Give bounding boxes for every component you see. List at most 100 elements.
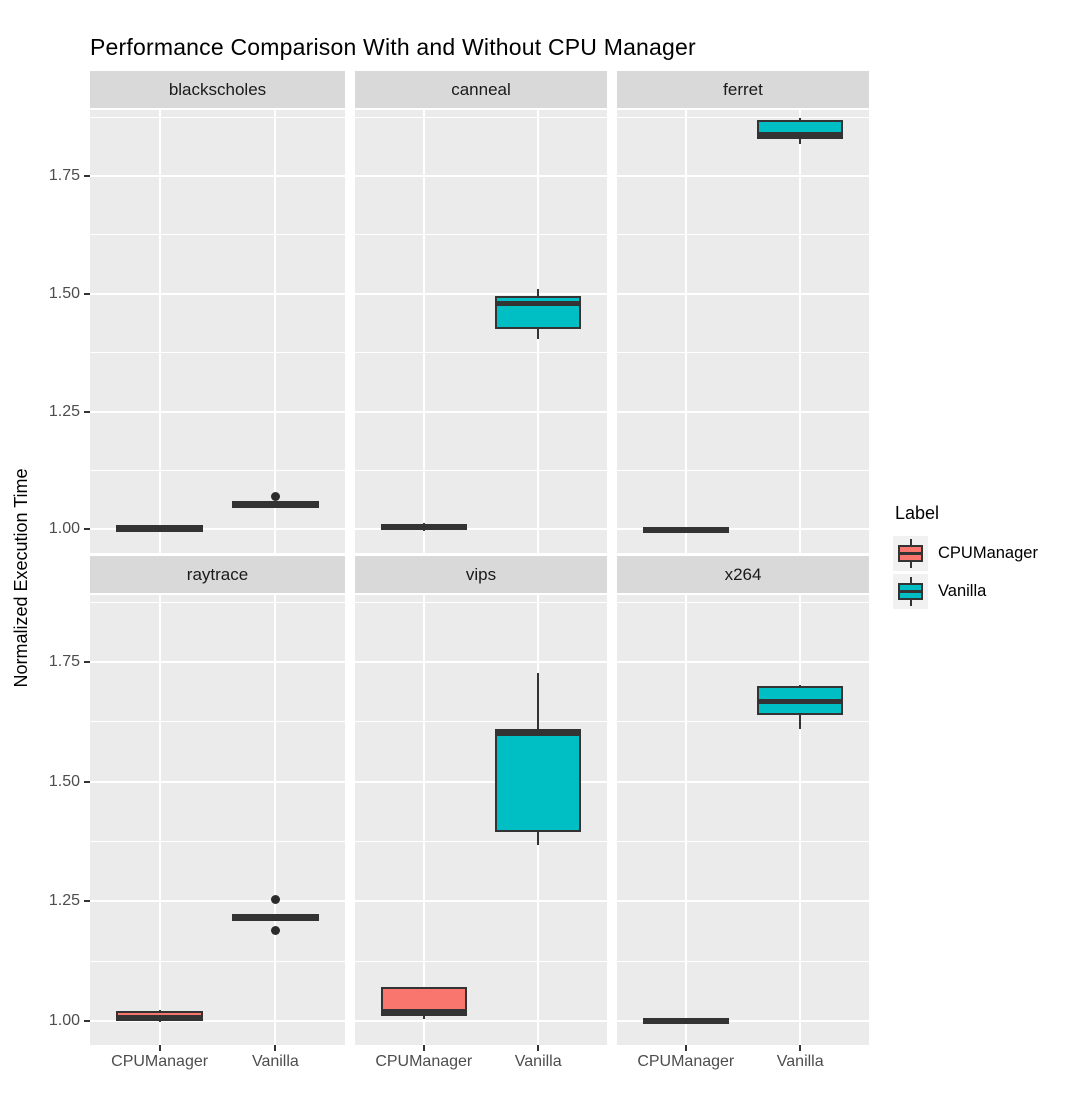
upper-whisker — [537, 672, 540, 730]
y-tick-label: 1.50 — [48, 284, 80, 302]
gridline-major — [617, 292, 869, 295]
upper-whisker — [422, 522, 425, 524]
x-tick-label-Vanilla: Vanilla — [776, 1053, 824, 1070]
outlier-point — [270, 894, 280, 904]
gridline-category-CPUManager — [422, 110, 425, 553]
x-tick-label-Vanilla: Vanilla — [514, 1053, 562, 1070]
gridline-major — [617, 174, 869, 177]
y-tick-mark — [84, 410, 90, 413]
x-tick-mark — [799, 1045, 802, 1051]
legend: Label CPUManager Vanilla — [893, 503, 1078, 612]
facet-strip-ferret: ferret — [617, 71, 869, 108]
median-line — [495, 301, 582, 307]
gridline-minor — [617, 841, 869, 843]
facet-panel-blackscholes — [90, 110, 345, 553]
legend-entry-cpumanager: CPUManager — [893, 536, 1078, 571]
gridline-minor — [355, 352, 607, 354]
gridline-category-CPUManager — [422, 595, 425, 1045]
gridline-major — [90, 661, 345, 664]
upper-whisker — [799, 685, 802, 687]
key-box — [898, 583, 923, 600]
upper-whisker — [158, 1009, 161, 1011]
median-line — [757, 699, 844, 705]
gridline-major — [90, 780, 345, 783]
gridline-minor — [90, 960, 345, 962]
lower-whisker — [537, 329, 540, 340]
gridline-major — [355, 1020, 607, 1023]
gridline-major — [90, 174, 345, 177]
y-tick-label: 1.25 — [48, 892, 80, 910]
gridline-category-Vanilla — [274, 595, 277, 1045]
gridline-major — [90, 1020, 345, 1023]
gridline-major — [355, 661, 607, 664]
facet-panel-canneal — [355, 110, 607, 553]
facet-panel-raytrace — [90, 595, 345, 1045]
gridline-minor — [90, 601, 345, 603]
gridline-category-Vanilla — [274, 110, 277, 553]
gridline-minor — [355, 234, 607, 236]
y-tick-label: 1.50 — [48, 772, 80, 790]
x-tick-mark — [537, 1045, 540, 1051]
key-median-line — [900, 552, 921, 555]
gridline-minor — [355, 116, 607, 118]
y-tick-mark — [84, 528, 90, 531]
gridline-major — [617, 900, 869, 903]
y-tick-mark — [84, 1020, 90, 1023]
gridline-minor — [617, 721, 869, 723]
facet-panel-vips — [355, 595, 607, 1045]
box-Vanilla — [495, 729, 582, 833]
y-axis-title: Normalized Execution Time — [11, 468, 31, 688]
gridline-minor — [355, 841, 607, 843]
gridline-minor — [355, 601, 607, 603]
y-tick-label: 1.00 — [48, 520, 80, 538]
boxplot-key-icon — [893, 574, 928, 609]
median-line — [116, 1014, 204, 1020]
gridline-category-CPUManager — [158, 110, 161, 553]
x-tick-label-Vanilla: Vanilla — [251, 1053, 299, 1070]
y-tick-label: 1.00 — [48, 1012, 80, 1030]
chart-title: Performance Comparison With and Without … — [90, 34, 696, 60]
y-tick-mark — [84, 174, 90, 177]
facet-strip-canneal: canneal — [355, 71, 607, 108]
x-tick-mark — [684, 1045, 687, 1051]
median-line — [380, 523, 467, 529]
facet-strip-blackscholes: blackscholes — [90, 71, 345, 108]
lower-whisker — [799, 139, 802, 144]
key-box — [898, 545, 923, 562]
gridline-major — [617, 1020, 869, 1023]
gridline-minor — [617, 601, 869, 603]
upper-whisker — [799, 118, 802, 121]
lower-whisker — [799, 715, 802, 730]
y-tick-label: 1.75 — [48, 653, 80, 671]
gridline-category-Vanilla — [799, 110, 802, 553]
gridline-major — [617, 780, 869, 783]
facet-strip-x264: x264 — [617, 556, 869, 593]
facet-panel-x264 — [617, 595, 869, 1045]
upper-whisker — [537, 289, 540, 297]
y-tick-label: 1.25 — [48, 402, 80, 420]
lower-whisker — [422, 529, 425, 531]
gridline-category-CPUManager — [684, 595, 687, 1045]
gridline-minor — [617, 352, 869, 354]
x-tick-label-CPUManager: CPUManager — [111, 1053, 209, 1070]
gridline-minor — [617, 234, 869, 236]
gridline-major — [617, 528, 869, 531]
gridline-major — [90, 528, 345, 531]
y-tick-mark — [84, 292, 90, 295]
gridline-major — [355, 174, 607, 177]
outlier-point — [270, 925, 280, 935]
facet-panel-ferret — [617, 110, 869, 553]
gridline-major — [617, 410, 869, 413]
boxplot-key-icon — [893, 536, 928, 571]
y-tick-mark — [84, 780, 90, 783]
gridline-major — [617, 661, 869, 664]
gridline-minor — [617, 960, 869, 962]
legend-label-cpumanager: CPUManager — [938, 544, 1038, 562]
gridline-category-CPUManager — [684, 110, 687, 553]
key-median-line — [900, 590, 921, 593]
gridline-category-Vanilla — [799, 595, 802, 1045]
facet-strip-vips: vips — [355, 556, 607, 593]
facet-strip-raytrace: raytrace — [90, 556, 345, 593]
gridline-minor — [90, 470, 345, 472]
